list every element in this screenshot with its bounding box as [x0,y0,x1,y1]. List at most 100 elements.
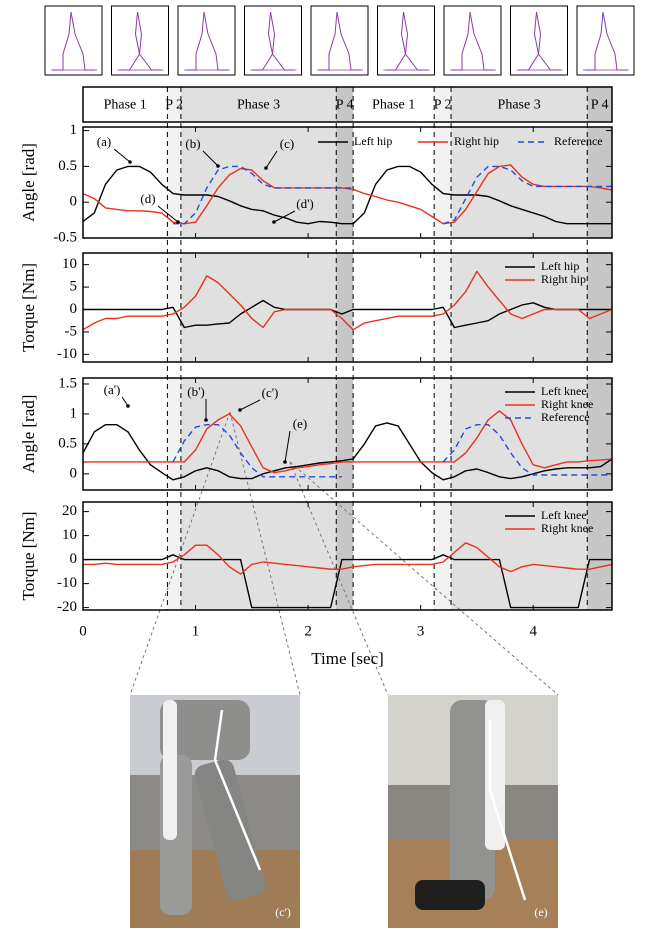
panel-frame [82,126,613,239]
phase-shade [587,378,612,490]
zoom-line [289,461,389,696]
x-tick-label: 4 [529,623,537,639]
legend-label: Right hip [541,272,586,286]
x-tick-label: 0 [79,623,87,639]
phase-shade [336,502,354,610]
figure-box [576,5,635,76]
figure-box [44,5,103,76]
phase-band [451,87,588,122]
phase-shade [83,253,168,362]
legend-label: Left knee [541,508,587,522]
series-line [83,299,612,329]
y-tick-label: 0 [70,465,78,481]
series-line [173,165,612,225]
annotation: (c') [262,385,279,400]
annotation-arrow [113,148,131,163]
y-tick-label: 0.5 [58,435,77,451]
legend-label: Left hip [354,134,392,148]
series-line [83,410,613,474]
annotation-arrow [273,210,296,223]
phase-shade [451,502,588,610]
phase-shade [336,127,354,238]
zoom-line [289,461,559,696]
annotation: (c) [280,136,294,151]
y-axis-label: Angle [rad] [19,143,38,222]
y-tick-label: -0.5 [53,229,77,245]
photo-label: (c') [275,905,290,919]
series-line [172,424,612,478]
phase-shade [336,378,354,490]
y-axis-label: Torque [Nm] [19,512,38,601]
figure-box [510,5,568,76]
panel-frame [82,252,613,363]
photo-1-floor [130,850,300,928]
annotation-head [176,220,180,224]
photo-2-shoe [415,880,485,910]
y-tick-label: -5 [65,323,78,339]
y-axis-label: Angle [rad] [19,395,38,474]
photo-1-line [213,709,262,871]
series-line [83,542,613,575]
phase-band [83,87,168,122]
figure-box [177,5,236,76]
phase-bar-frame [82,86,613,123]
zoom-line [229,411,301,696]
phase-band [587,87,612,122]
legend-label: Right knee [541,521,593,535]
phase-shade [83,378,168,490]
annotation: (e) [293,416,307,431]
zoom-line [129,411,231,696]
phase-band [336,87,354,122]
legend-label: Right hip [454,134,499,148]
annotation-head [283,460,287,464]
annotation-arrow [121,396,129,407]
panel-frame [82,501,613,611]
y-tick-label: 10 [62,256,77,272]
stick-figures [44,5,635,76]
legend-label: Left knee [541,384,587,398]
series-line [82,164,613,225]
phase-label: Phase 3 [237,98,280,113]
legend-label: Right knee [541,397,593,411]
phase-label: Phase 3 [498,98,541,113]
photo-2-leg [450,700,495,900]
phase-shade [353,253,435,362]
y-tick-label: 0 [70,551,78,567]
phase-band [353,87,435,122]
annotation: (d') [296,196,314,211]
phase-shade [353,502,435,610]
phase-label: Phase 1 [104,98,147,113]
figure-box [443,5,502,76]
annotation-head [264,166,268,170]
phase-band [180,87,337,122]
y-tick-label: 1 [70,405,78,421]
annotation: (a') [104,382,121,397]
zoom-lines [129,411,559,696]
phase-shade [336,253,354,362]
x-tick-label: 2 [304,623,312,639]
figure-box [377,5,435,76]
series-line [82,422,613,481]
panel-frame [82,377,613,491]
phase-label: P 4 [336,98,354,113]
y-tick-label: 10 [62,527,77,543]
annotation: (d) [140,191,155,206]
x-tick-label: 1 [192,623,200,639]
phase-shade [353,378,435,490]
phase-shade [180,378,337,490]
photo-1-hip [160,700,250,760]
y-tick-label: -20 [57,599,77,615]
photos: (c') (e) [129,411,559,928]
figure-box [111,5,169,76]
annotation-head [204,418,208,422]
phase-shade [83,127,168,238]
phase-shade [451,378,588,490]
y-tick-label: 5 [70,279,78,295]
annotation-head [238,408,242,412]
phase-shade [167,127,181,238]
annotation: (a) [97,134,111,149]
photo-1-leg [194,759,266,901]
phase-label: P 2 [434,98,452,113]
figure-box [310,5,369,76]
photo-1-brace [163,700,177,840]
